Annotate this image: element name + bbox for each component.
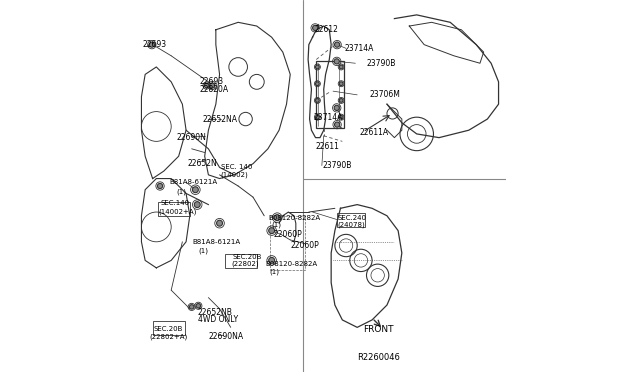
Circle shape — [339, 65, 343, 69]
Text: SEC.20B: SEC.20B — [154, 326, 182, 332]
Text: SEC.240: SEC.240 — [337, 215, 367, 221]
Circle shape — [339, 99, 343, 102]
Circle shape — [209, 83, 215, 88]
Text: SEC.20B: SEC.20B — [232, 254, 262, 260]
Text: (1): (1) — [271, 222, 282, 228]
Text: 22611A: 22611A — [360, 128, 388, 137]
Text: B08120-8282A: B08120-8282A — [266, 261, 317, 267]
Circle shape — [334, 105, 339, 110]
Text: 22693: 22693 — [199, 77, 223, 86]
Text: 22612: 22612 — [314, 25, 339, 34]
Circle shape — [275, 215, 280, 221]
Text: (14002+A): (14002+A) — [158, 209, 196, 215]
Circle shape — [335, 42, 340, 47]
Text: (1): (1) — [198, 248, 208, 254]
Circle shape — [316, 99, 319, 102]
Text: SEC. 140: SEC. 140 — [221, 164, 253, 170]
Text: 22690NA: 22690NA — [209, 332, 244, 341]
Text: B81A8-6121A: B81A8-6121A — [170, 179, 218, 185]
Circle shape — [269, 257, 275, 263]
Text: 22820A: 22820A — [199, 85, 228, 94]
Circle shape — [195, 202, 200, 208]
Bar — [154, 321, 185, 335]
Text: (22802): (22802) — [232, 261, 259, 267]
Text: (24078): (24078) — [337, 222, 365, 228]
Circle shape — [334, 59, 339, 64]
Circle shape — [316, 82, 319, 86]
Bar — [158, 202, 190, 216]
Circle shape — [157, 183, 163, 189]
Circle shape — [316, 115, 319, 119]
Text: B08120-8282A: B08120-8282A — [269, 215, 321, 221]
Text: 23714A: 23714A — [344, 44, 374, 53]
Circle shape — [316, 65, 319, 69]
Circle shape — [339, 115, 343, 119]
Text: FRONT: FRONT — [364, 325, 394, 334]
Text: (22802+A): (22802+A) — [150, 333, 188, 340]
Text: 23790B: 23790B — [323, 161, 352, 170]
Text: 22652N: 22652N — [188, 159, 218, 168]
Text: 4WD ONLY: 4WD ONLY — [198, 315, 238, 324]
Text: 23714A: 23714A — [314, 113, 343, 122]
Bar — [225, 254, 257, 268]
Circle shape — [189, 305, 194, 309]
Text: (14002): (14002) — [220, 171, 248, 178]
Circle shape — [193, 187, 198, 193]
Text: R2260046: R2260046 — [357, 353, 400, 362]
Circle shape — [196, 304, 200, 308]
Circle shape — [269, 228, 275, 234]
Text: 23706M: 23706M — [369, 90, 400, 99]
Circle shape — [149, 42, 154, 47]
Circle shape — [339, 82, 343, 86]
Text: B81A8-6121A: B81A8-6121A — [193, 239, 241, 245]
Text: SEC.140: SEC.140 — [161, 200, 190, 206]
Circle shape — [312, 25, 318, 31]
Text: (1): (1) — [177, 188, 187, 195]
Text: 22652NA: 22652NA — [203, 115, 238, 124]
Circle shape — [216, 220, 223, 226]
Text: 22060P: 22060P — [291, 241, 319, 250]
Text: 23790B: 23790B — [367, 59, 396, 68]
Text: 22652NB: 22652NB — [198, 308, 233, 317]
Text: (1): (1) — [269, 268, 279, 275]
Text: 22060P: 22060P — [273, 230, 302, 239]
Circle shape — [204, 83, 209, 88]
Bar — [337, 213, 365, 227]
Text: 22690N: 22690N — [177, 133, 207, 142]
Bar — [316, 61, 344, 128]
Circle shape — [335, 122, 340, 127]
Bar — [270, 216, 305, 270]
Text: 22693: 22693 — [142, 40, 166, 49]
Text: 22611: 22611 — [316, 142, 339, 151]
